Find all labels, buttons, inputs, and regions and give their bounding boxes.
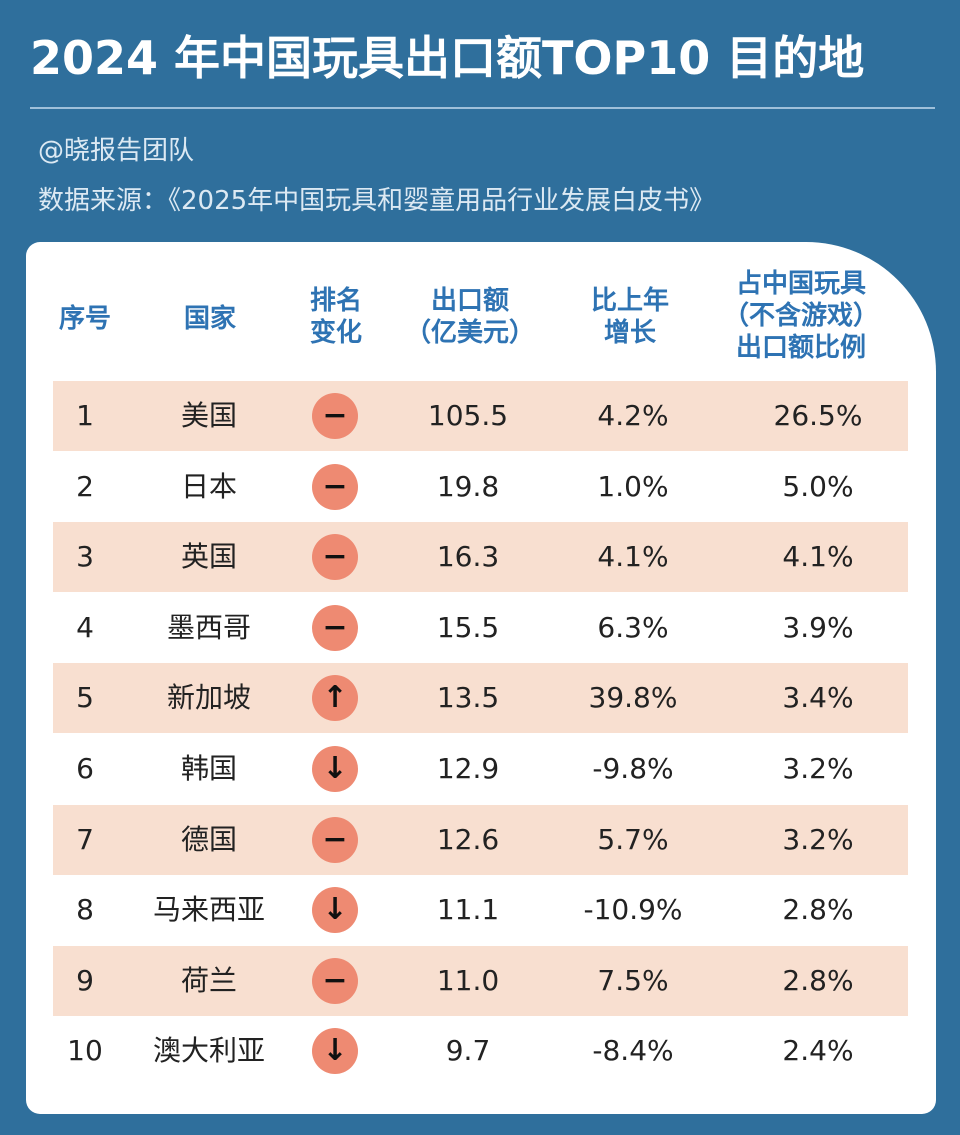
cell-share: 2.4% — [782, 1034, 854, 1068]
table-row: 3 英国 16.3 4.1% 4.1% − — [53, 522, 908, 593]
cell-share: 3.2% — [782, 822, 854, 856]
cell-share: 3.9% — [782, 610, 854, 644]
cell-amount: 16.3 — [436, 540, 500, 574]
header-share: 占中国玩具 （不含游戏） 出口额比例 — [712, 268, 890, 364]
cell-amount: 9.7 — [445, 1034, 491, 1068]
data-source: 数据来源：《2025年中国玩具和婴童用品行业发展白皮书》 — [38, 186, 716, 216]
cell-growth: 6.3% — [597, 610, 669, 644]
dash-icon: − — [312, 393, 358, 439]
cell-rank: 7 — [76, 822, 94, 856]
table-row: 6 韩国 12.9 -9.8% 3.2% ↓ — [53, 734, 908, 804]
page-title: 2024 年中国玩具出口额TOP10 目的地 — [30, 31, 865, 85]
cell-amount: 12.9 — [436, 752, 500, 785]
cell-growth: 4.2% — [597, 399, 669, 432]
dash-icon: − — [312, 604, 358, 651]
table-row: 2 日本 19.8 1.0% 5.0% − — [53, 452, 908, 522]
cell-rank: 4 — [76, 610, 94, 644]
cell-rank: 5 — [76, 681, 94, 715]
cell-country: 澳大利亚 — [153, 1034, 266, 1068]
header-growth-line1: 比上年 — [590, 286, 669, 316]
arrow-up-icon: ↑ — [312, 675, 358, 722]
table-row: 4 墨西哥 15.5 6.3% 3.9% − — [53, 593, 908, 663]
arrow-down-icon: ↓ — [312, 1028, 358, 1075]
header-growth: 比上年 增长 — [570, 285, 690, 349]
cell-share: 26.5% — [773, 399, 863, 432]
cell-country: 英国 — [180, 540, 237, 574]
cell-country: 韩国 — [180, 752, 237, 785]
dash-icon: − — [312, 463, 358, 510]
header-change: 排名 变化 — [290, 285, 382, 349]
cell-growth: -10.9% — [583, 893, 683, 927]
cell-country: 美国 — [180, 399, 237, 432]
cell-growth: 4.1% — [597, 540, 669, 574]
header-change-line2: 变化 — [309, 318, 362, 348]
table-row: 9 荷兰 11.0 7.5% 2.8% − — [53, 945, 908, 1016]
cell-rank: 1 — [76, 399, 94, 432]
cell-share: 2.8% — [782, 963, 854, 997]
table-row: 7 德国 12.6 5.7% 3.2% − — [53, 804, 908, 875]
cell-country: 新加坡 — [166, 681, 251, 715]
header-share-line1: 占中国玩具 — [735, 269, 866, 299]
cell-country: 墨西哥 — [166, 610, 251, 644]
cell-rank: 3 — [76, 540, 94, 574]
cell-country: 日本 — [180, 469, 237, 503]
header-change-line1: 排名 — [309, 286, 362, 316]
dash-icon: − — [312, 816, 358, 863]
cell-growth: -8.4% — [592, 1034, 674, 1068]
cell-rank: 9 — [76, 963, 94, 997]
cell-amount: 11.0 — [436, 963, 500, 997]
cell-rank: 8 — [76, 893, 94, 927]
table-row: 8 马来西亚 11.1 -10.9% 2.8% ↓ — [53, 875, 908, 945]
cell-share: 3.4% — [782, 681, 854, 715]
cell-growth: 5.7% — [597, 822, 669, 856]
header-share-line2: （不含游戏） — [722, 301, 879, 331]
cell-country: 荷兰 — [180, 963, 237, 997]
arrow-down-icon: ↓ — [312, 887, 358, 934]
cell-amount: 105.5 — [427, 399, 509, 432]
title-divider — [30, 107, 935, 109]
cell-country: 德国 — [180, 822, 237, 856]
cell-rank: 10 — [67, 1034, 103, 1068]
cell-rank: 6 — [76, 752, 94, 785]
cell-amount: 13.5 — [436, 681, 500, 715]
cell-share: 5.0% — [782, 469, 854, 503]
cell-amount: 15.5 — [436, 610, 500, 644]
header-amount-line2: （亿美元） — [404, 318, 535, 348]
cell-amount: 11.1 — [436, 893, 500, 927]
header-amount: 出口额 （亿美元） — [395, 285, 545, 349]
author-credit: @晓报告团队 — [38, 136, 195, 166]
header-country: 国家 — [183, 304, 236, 334]
cell-country: 马来西亚 — [153, 893, 266, 927]
header-rank: 序号 — [58, 304, 111, 334]
cell-share: 3.2% — [782, 752, 854, 785]
dash-icon: − — [312, 957, 358, 1004]
cell-growth: 7.5% — [597, 963, 669, 997]
cell-share: 2.8% — [782, 893, 854, 927]
table-row: 10 澳大利亚 9.7 -8.4% 2.4% ↓ — [53, 1016, 908, 1086]
cell-amount: 19.8 — [436, 469, 500, 503]
table-row: 5 新加坡 13.5 39.8% 3.4% ↑ — [53, 663, 908, 734]
cell-rank: 2 — [76, 469, 94, 503]
cell-growth: 1.0% — [597, 469, 669, 503]
cell-amount: 12.6 — [436, 822, 500, 856]
arrow-down-icon: ↓ — [312, 746, 358, 792]
header-amount-line1: 出口额 — [430, 286, 509, 316]
header-growth-line2: 增长 — [603, 318, 656, 348]
cell-growth: -9.8% — [592, 752, 674, 785]
header-share-line3: 出口额比例 — [735, 333, 866, 363]
table-row: 1 美国 105.5 4.2% 26.5% − — [53, 381, 908, 451]
dash-icon: − — [312, 534, 358, 581]
cell-growth: 39.8% — [588, 681, 678, 715]
cell-share: 4.1% — [782, 540, 854, 574]
